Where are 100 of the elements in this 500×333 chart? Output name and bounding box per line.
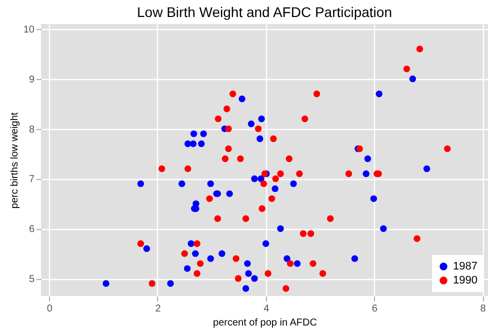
point [370,195,378,202]
point [190,130,198,138]
point [242,215,250,222]
point [272,185,278,192]
point [416,46,424,52]
point [229,90,236,98]
point [277,170,284,178]
point [184,140,192,148]
point [254,125,262,132]
point [242,285,250,292]
point [148,280,156,287]
point [167,280,174,287]
x-tick-label: 4 [264,304,270,314]
y-tick-label: 6 [28,224,35,236]
point [277,225,284,232]
point [207,255,214,262]
x-tick-label: 0 [46,304,53,314]
point [223,105,230,112]
point [286,260,294,267]
x-tick-label: 6 [372,304,378,314]
point [137,240,144,247]
point [300,230,307,237]
point [376,90,382,98]
x-axis-title: percent of pop in AFDC [213,318,317,328]
point [158,165,166,172]
point [251,275,258,282]
point [226,190,233,198]
point [414,235,420,242]
y-tick-label: 10 [23,24,35,36]
chart-title: Low Birth Weight and AFDC Participation [137,4,392,20]
y-tick-label: 8 [28,124,35,136]
point [184,165,192,172]
point [307,230,314,237]
point [262,240,270,247]
point [264,270,272,277]
point [345,170,352,178]
point [290,180,297,188]
point [268,195,276,202]
point [409,76,416,82]
point [326,215,334,222]
point [234,275,242,282]
point [251,175,258,182]
point [244,260,251,267]
point [194,270,200,277]
point [190,140,197,148]
point [364,155,372,162]
point [423,165,430,172]
point [218,250,226,257]
point [214,215,221,222]
point [310,260,316,267]
x-tick-label: 8 [480,304,486,314]
point [222,155,229,162]
point [270,135,277,142]
point [294,260,301,267]
point [302,115,308,122]
point [178,180,186,188]
point [248,120,255,128]
point [137,180,144,188]
y-tick-label: 5 [28,274,35,286]
point [200,130,207,138]
point [258,205,266,212]
point [225,125,232,132]
point [256,135,264,142]
point [184,265,191,272]
legend-label: 1990 [453,274,478,286]
point [181,250,188,257]
point [286,155,293,162]
point [207,180,214,188]
point [198,140,205,148]
point [206,195,213,202]
legend-label: 1987 [453,260,478,272]
point [225,145,232,152]
point [362,170,370,178]
point [282,285,290,292]
point [143,245,150,252]
x-tick-label: 2 [155,304,162,314]
point [237,155,244,162]
point [284,255,290,262]
point [232,255,240,262]
point [102,280,110,287]
point [313,90,320,98]
point [380,225,387,232]
point [188,240,194,247]
y-tick-label: 7 [28,174,35,186]
point [238,96,246,102]
point [258,115,265,122]
point [245,270,252,277]
point [214,115,222,122]
point [194,240,200,247]
point [260,180,268,188]
point [296,170,303,178]
point [403,66,410,72]
y-tick-label: 9 [28,74,35,86]
point [196,260,204,267]
point [319,270,326,277]
point [272,175,279,182]
point [351,255,358,262]
point [192,250,199,257]
point [444,145,451,152]
y-axis-title: perc births low weight [9,112,20,209]
